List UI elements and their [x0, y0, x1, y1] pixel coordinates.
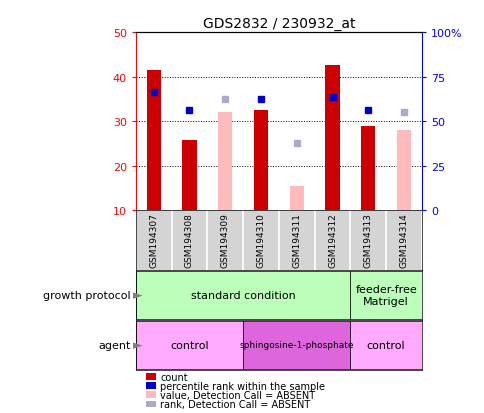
- Text: GSM194308: GSM194308: [184, 212, 194, 267]
- Bar: [325, 66, 339, 211]
- Bar: [218, 113, 232, 211]
- Bar: [182, 140, 196, 211]
- Bar: [289, 186, 303, 211]
- Text: GSM194312: GSM194312: [327, 212, 336, 267]
- Text: agent: agent: [98, 340, 131, 350]
- Text: GSM194314: GSM194314: [399, 212, 408, 267]
- Text: growth protocol: growth protocol: [43, 290, 131, 300]
- Bar: [349, 271, 421, 319]
- Bar: [349, 321, 421, 369]
- Text: GSM194309: GSM194309: [220, 212, 229, 267]
- Text: ►: ►: [133, 338, 143, 351]
- Bar: [361, 126, 375, 211]
- Text: sphingosine-1-phosphate: sphingosine-1-phosphate: [239, 340, 353, 349]
- Text: control: control: [366, 340, 405, 350]
- Text: percentile rank within the sample: percentile rank within the sample: [160, 381, 324, 391]
- Bar: [396, 131, 410, 211]
- Text: GSM194311: GSM194311: [292, 212, 301, 267]
- Bar: [253, 111, 268, 211]
- Bar: [242, 321, 349, 369]
- Text: GSM194313: GSM194313: [363, 212, 372, 267]
- Text: rank, Detection Call = ABSENT: rank, Detection Call = ABSENT: [160, 399, 310, 409]
- Title: GDS2832 / 230932_at: GDS2832 / 230932_at: [202, 17, 354, 31]
- Bar: [136, 271, 349, 319]
- Text: control: control: [170, 340, 208, 350]
- Text: standard condition: standard condition: [190, 290, 295, 300]
- Text: GSM194307: GSM194307: [149, 212, 158, 267]
- Text: value, Detection Call = ABSENT: value, Detection Call = ABSENT: [160, 390, 315, 400]
- Text: feeder-free
Matrigel: feeder-free Matrigel: [355, 285, 416, 306]
- Text: ►: ►: [133, 289, 143, 302]
- Bar: [136, 321, 242, 369]
- Text: count: count: [160, 372, 187, 382]
- Text: GSM194310: GSM194310: [256, 212, 265, 267]
- Bar: [146, 71, 161, 211]
